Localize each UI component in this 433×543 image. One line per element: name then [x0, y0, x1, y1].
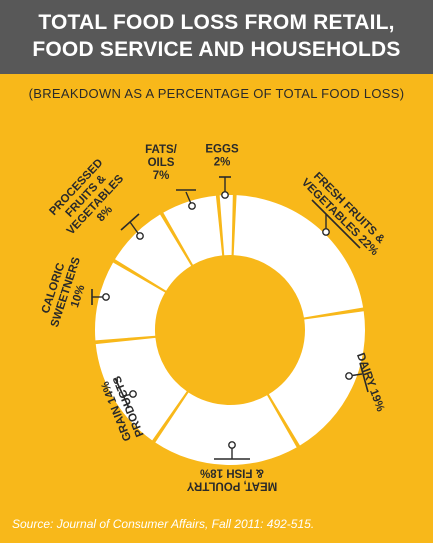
- data-label-fats-oils-line-3: 7%: [153, 170, 170, 182]
- marker-dot-fresh-fruits-vegetables: [322, 228, 330, 236]
- slice-caloric-sweetners: [95, 262, 166, 341]
- leader-tick-dairy: [359, 362, 369, 393]
- data-label-eggs-line-2: 2%: [214, 157, 231, 169]
- marker-dot-caloric-sweetners: [102, 293, 110, 301]
- marker-dot-eggs: [221, 191, 229, 199]
- slice-fresh-fruits-vegetables: [233, 195, 364, 318]
- leader-tick-fresh-fruits-vegetables: [311, 199, 361, 249]
- data-label-fats-oils-line-1: FATS/: [145, 144, 178, 156]
- leader-tick-processed-fruits-vegetables: [120, 213, 140, 231]
- data-label-fats-oils-line-2: OILS: [148, 157, 175, 169]
- chart-subtitle: (BREAKDOWN AS A PERCENTAGE OF TOTAL FOOD…: [28, 86, 405, 101]
- slice-meat-poultry-fish: [155, 392, 297, 465]
- data-label-meat-poultry-fish-line-2: & FISH 18%: [200, 467, 264, 479]
- title-banner: TOTAL FOOD LOSS FROM RETAIL, FOOD SERVIC…: [0, 0, 433, 74]
- slice-processed-fruits-vegetables: [115, 214, 192, 291]
- marker-dot-processed-fruits-vegetables: [136, 232, 144, 240]
- slice-dairy: [268, 311, 365, 446]
- chart-title-line-2: FOOD SERVICE AND HOUSEHOLDS: [32, 38, 401, 61]
- data-label-dairy-line-1: DAIRY 19%: [354, 351, 386, 413]
- marker-dot-fats-oils: [188, 202, 196, 210]
- chart-title-line-1: TOTAL FOOD LOSS FROM RETAIL,: [38, 11, 395, 34]
- leader-tick-grain-products: [114, 377, 130, 409]
- slice-fats-oils: [163, 195, 223, 265]
- label-dairy: DAIRY 19%: [354, 351, 386, 413]
- marker-dot-grain-products: [129, 390, 137, 398]
- marker-dot-meat-poultry-fish: [228, 441, 236, 449]
- slice-grain-products: [95, 337, 187, 441]
- data-label-meat-poultry-fish-line-1: MEAT, POULTRY: [186, 480, 277, 492]
- marker-dot-dairy: [345, 372, 353, 380]
- label-meat-poultry-fish: MEAT, POULTRY& FISH 18%: [186, 467, 277, 492]
- source-note: Source: Journal of Consumer Affairs, Fal…: [12, 517, 315, 531]
- data-label-eggs-line-1: EGGS: [205, 144, 239, 156]
- slice-eggs: [219, 195, 233, 256]
